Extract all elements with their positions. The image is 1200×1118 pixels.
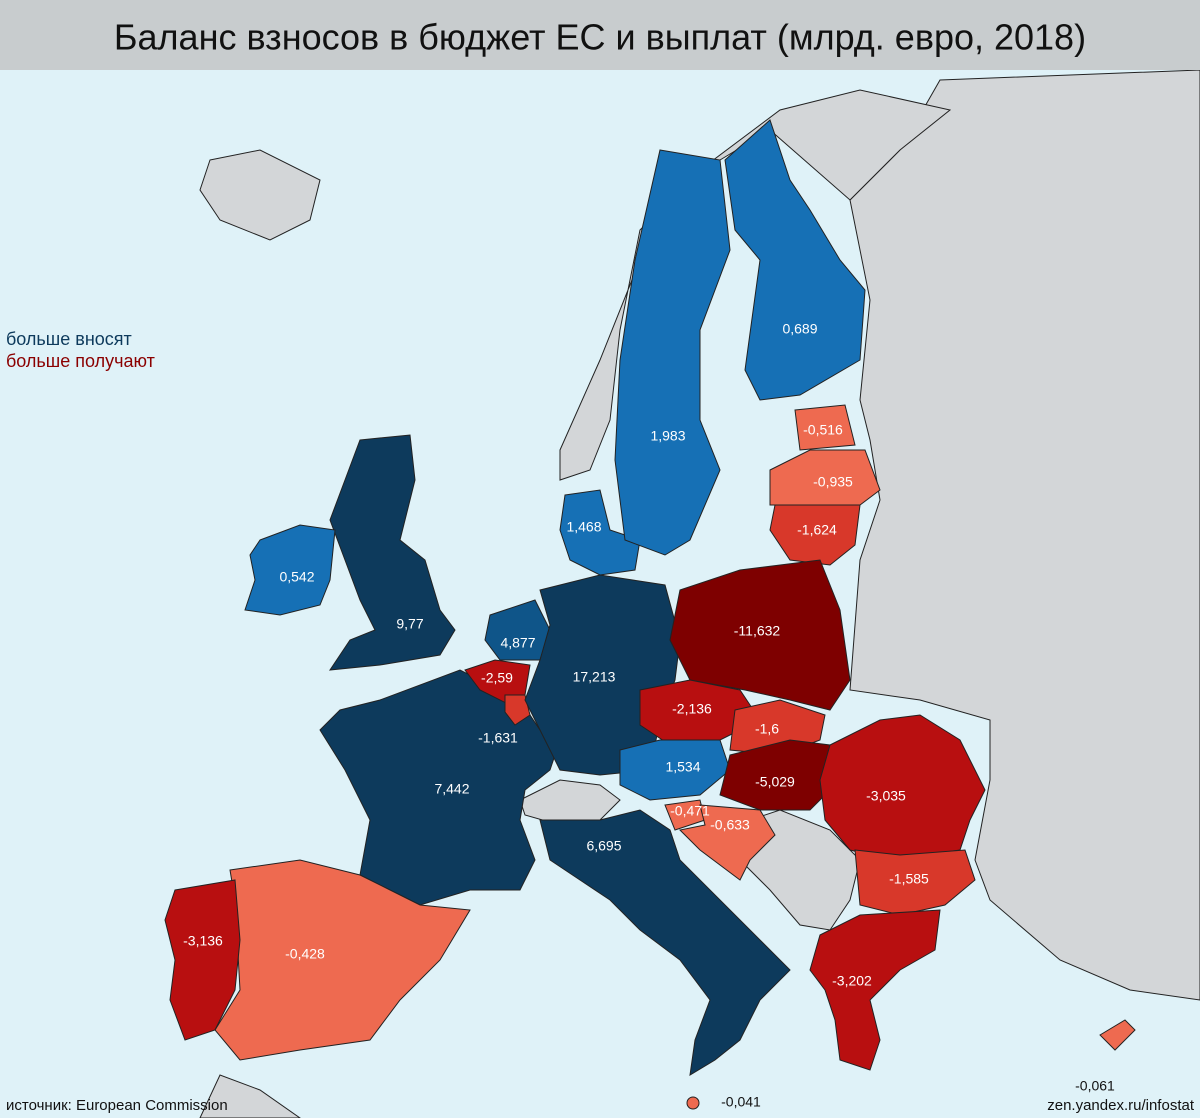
value-label: -0,633 <box>710 817 750 833</box>
country <box>794 404 856 451</box>
country <box>214 859 471 1061</box>
country <box>724 119 866 401</box>
country <box>669 559 851 711</box>
value-label: -3,136 <box>183 933 223 949</box>
country <box>539 809 791 1076</box>
value-label: -0,471 <box>670 803 710 819</box>
value-label: -11,632 <box>734 623 781 639</box>
value-label: 7,442 <box>434 781 469 797</box>
country <box>819 714 986 861</box>
title-bar <box>0 0 1200 70</box>
legend-recipients: больше получают <box>6 351 155 371</box>
value-label: -0,428 <box>285 946 325 962</box>
value-label: 6,695 <box>586 838 621 854</box>
country <box>164 879 241 1041</box>
value-label: -1,631 <box>478 730 518 746</box>
title: Баланс взносов в бюджет ЕС и выплат (млр… <box>114 17 1086 58</box>
country <box>686 1096 700 1110</box>
credit: zen.yandex.ru/infostat <box>1047 1097 1195 1114</box>
source: источник: European Commission <box>6 1097 228 1114</box>
value-label: -3,035 <box>866 788 906 804</box>
value-label: -5,029 <box>755 774 795 790</box>
country <box>559 489 641 576</box>
country <box>328 434 456 671</box>
value-label: 4,877 <box>500 635 535 651</box>
value-label: -0,935 <box>813 474 853 490</box>
value-label: -0,516 <box>803 422 843 438</box>
africa <box>199 1074 301 1118</box>
value-label: 0,689 <box>782 321 817 337</box>
value-label: -0,061 <box>1075 1078 1115 1094</box>
iceland <box>199 149 321 241</box>
value-label: 9,77 <box>396 616 423 632</box>
non-eu-land <box>199 69 1200 1118</box>
country <box>319 669 561 906</box>
country <box>614 149 731 556</box>
countries <box>164 119 1136 1110</box>
country <box>1099 1019 1136 1051</box>
value-label: 0,542 <box>279 569 314 585</box>
country <box>244 524 336 616</box>
value-label: -1,624 <box>797 522 837 538</box>
value-label: 1,468 <box>566 519 601 535</box>
country <box>809 909 941 1071</box>
switzerland <box>519 779 621 826</box>
country <box>678 804 776 881</box>
value-label: -3,202 <box>832 973 872 989</box>
eastern-land <box>849 69 1200 1001</box>
country <box>854 849 976 916</box>
value-label: -1,585 <box>889 871 929 887</box>
country <box>619 739 731 801</box>
value-label: -2,59 <box>481 670 513 686</box>
value-label: 1,534 <box>665 759 700 775</box>
value-label: -2,136 <box>672 701 712 717</box>
value-label: -1,6 <box>755 721 779 737</box>
value-label: 17,213 <box>573 669 616 685</box>
value-labels: 9,77 0,542 7,442 -0,428 -3,136 -2,59 -1,631 4,8… <box>183 321 1115 1110</box>
country <box>769 504 861 566</box>
country <box>504 694 531 726</box>
legend-contributors: больше вносят <box>6 329 132 349</box>
value-label: -0,041 <box>721 1094 761 1110</box>
value-label: 1,983 <box>650 428 685 444</box>
